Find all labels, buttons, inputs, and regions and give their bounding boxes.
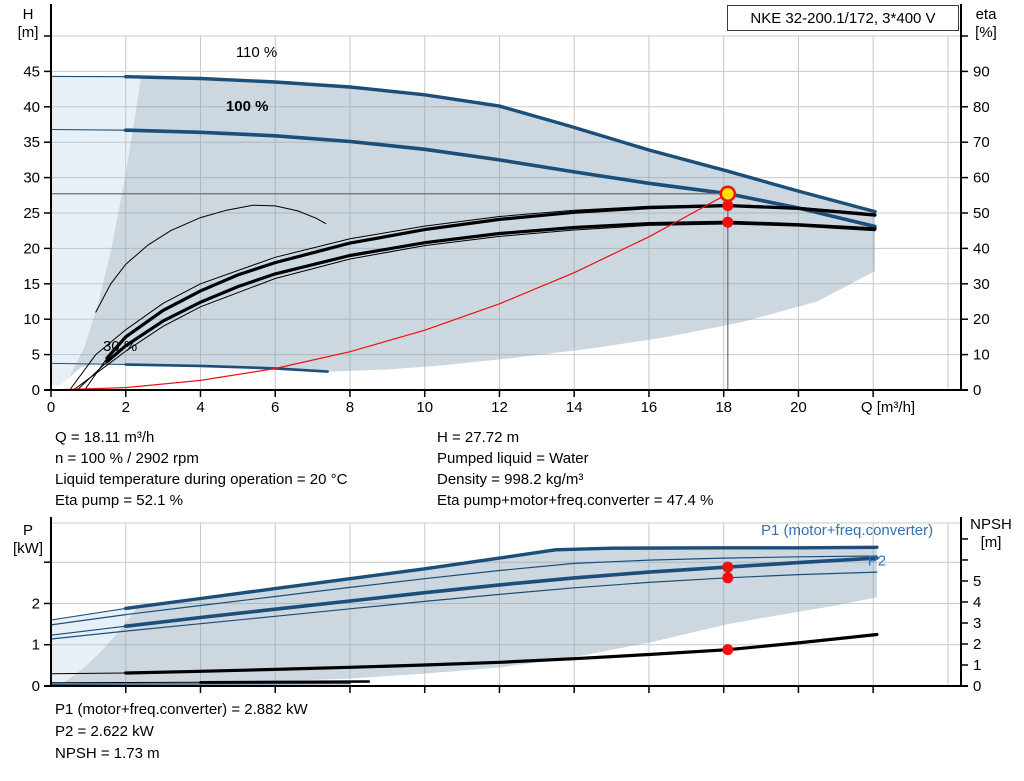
info-eta-pump: Eta pump = 52.1 % <box>55 492 183 509</box>
curve-label: 30 % <box>103 338 137 355</box>
p2-30pct <box>199 680 370 684</box>
p1-100pct <box>123 556 879 628</box>
x-tick-label: 16 <box>641 399 658 416</box>
left-tick-label: 20 <box>23 240 40 257</box>
right-tick-label: 2 <box>973 636 981 653</box>
info-h: H = 27.72 m <box>437 429 520 446</box>
system-curve <box>50 193 729 391</box>
h-axis-title: H [m] <box>17 6 39 41</box>
eta-110-arc <box>95 204 327 313</box>
eta-thin-b <box>72 223 876 391</box>
pump-title-box: NKE 32-200.1/172, 3*400 V <box>727 5 959 31</box>
right-tick-label: 60 <box>973 170 990 187</box>
left-tick-label: 30 <box>23 170 40 187</box>
right-tick-label: 3 <box>973 615 981 632</box>
eta-total <box>105 220 877 364</box>
right-tick-label: 5 <box>973 573 981 590</box>
info-q: Q = 18.11 m³/h <box>55 429 155 446</box>
eta-axis-title: eta [%] <box>975 6 997 41</box>
left-tick-label: 10 <box>23 311 40 328</box>
left-tick-label: 0 <box>32 678 40 695</box>
info-npsh: NPSH = 1.73 m <box>55 745 160 762</box>
right-tick-label: 10 <box>973 347 990 364</box>
envelope-light <box>51 76 142 387</box>
left-tick-label: 45 <box>23 63 40 80</box>
x-tick-label: 8 <box>346 399 354 416</box>
x-tick-label: 12 <box>491 399 508 416</box>
p1-110pct <box>124 545 879 611</box>
left-tick-label: 0 <box>32 382 40 399</box>
curve-label: 100 % <box>226 98 269 115</box>
eta-pump <box>105 203 877 360</box>
speed-110pct <box>124 75 877 214</box>
left-tick-label: 15 <box>23 276 40 293</box>
left-tick-label: 5 <box>32 347 40 364</box>
eta-total-point <box>722 216 734 228</box>
right-tick-label: 1 <box>973 657 981 674</box>
curve-label: 110 % <box>236 44 277 61</box>
info-pumped-liquid: Pumped liquid = Water <box>437 450 589 467</box>
npsh-curve <box>124 632 879 675</box>
right-tick-label: 0 <box>973 678 981 695</box>
duty-point <box>719 185 737 202</box>
eta-thin-a <box>69 203 876 391</box>
left-tick-label: 1 <box>32 637 40 654</box>
info-eta-total: Eta pump+motor+freq.converter = 47.4 % <box>437 492 714 509</box>
p-axis-title: P [kW] <box>13 522 43 557</box>
x-tick-label: 4 <box>196 399 204 416</box>
p2-point <box>722 572 734 584</box>
x-tick-label: 14 <box>566 399 583 416</box>
right-tick-label: 40 <box>973 240 990 257</box>
right-tick-label: 50 <box>973 205 990 222</box>
eta-pump-point <box>722 200 734 212</box>
right-tick-label: 0 <box>973 382 981 399</box>
npsh-axis-title: NPSH [m] <box>970 516 1012 551</box>
left-tick-label: 2 <box>32 595 40 612</box>
right-tick-label: 80 <box>973 99 990 116</box>
info-p2: P2 = 2.622 kW <box>55 723 154 740</box>
curve-label: P1 (motor+freq.converter) <box>761 522 933 539</box>
speed-100pct <box>123 128 877 229</box>
right-tick-label: 4 <box>973 594 981 611</box>
left-tick-label: 25 <box>23 205 40 222</box>
right-tick-label: 90 <box>973 63 990 80</box>
pump-title: NKE 32-200.1/172, 3*400 V <box>750 9 936 27</box>
curve-label: P2 <box>868 553 886 570</box>
power-envelope-light <box>51 607 137 684</box>
info-n: n = 100 % / 2902 rpm <box>55 450 199 467</box>
p1-point <box>722 561 734 573</box>
right-tick-label: 30 <box>973 276 990 293</box>
x-tick-label: 0 <box>47 399 55 416</box>
x-tick-label: 20 <box>790 399 807 416</box>
right-tick-label: 20 <box>973 311 990 328</box>
x-tick-label: 10 <box>416 399 433 416</box>
q-axis-title: Q [m³/h] <box>860 399 916 416</box>
left-tick-label: 35 <box>23 134 40 151</box>
speed-30pct <box>124 363 329 373</box>
p2-110pct <box>50 555 878 626</box>
x-tick-label: 2 <box>122 399 130 416</box>
operating-envelope <box>64 77 876 383</box>
left-tick-label: 40 <box>23 99 40 116</box>
x-tick-label: 18 <box>715 399 732 416</box>
info-p1: P1 (motor+freq.converter) = 2.882 kW <box>55 701 308 718</box>
p2-100pct <box>50 571 878 640</box>
right-tick-label: 70 <box>973 134 990 151</box>
npsh-point <box>722 644 734 656</box>
info-liquid-temp: Liquid temperature during operation = 20… <box>55 471 348 488</box>
p1-30pct <box>50 682 351 685</box>
x-tick-label: 6 <box>271 399 279 416</box>
info-density: Density = 998.2 kg/m³ <box>437 471 584 488</box>
